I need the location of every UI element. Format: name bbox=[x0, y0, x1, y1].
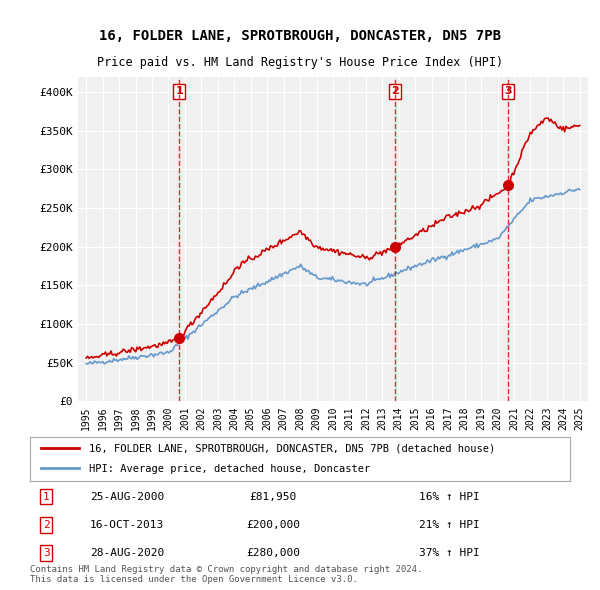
Text: 2: 2 bbox=[43, 520, 50, 530]
Text: 3: 3 bbox=[43, 548, 50, 558]
Text: 25-AUG-2000: 25-AUG-2000 bbox=[90, 491, 164, 502]
Text: Price paid vs. HM Land Registry's House Price Index (HPI): Price paid vs. HM Land Registry's House … bbox=[97, 56, 503, 69]
Text: £280,000: £280,000 bbox=[246, 548, 300, 558]
Text: 2: 2 bbox=[391, 86, 399, 96]
Text: 3: 3 bbox=[505, 86, 512, 96]
Text: 16, FOLDER LANE, SPROTBROUGH, DONCASTER, DN5 7PB: 16, FOLDER LANE, SPROTBROUGH, DONCASTER,… bbox=[99, 30, 501, 44]
Text: 1: 1 bbox=[175, 86, 183, 96]
Text: £200,000: £200,000 bbox=[246, 520, 300, 530]
Text: 1: 1 bbox=[43, 491, 50, 502]
Text: 16% ↑ HPI: 16% ↑ HPI bbox=[419, 491, 479, 502]
Text: 16-OCT-2013: 16-OCT-2013 bbox=[90, 520, 164, 530]
Text: 21% ↑ HPI: 21% ↑ HPI bbox=[419, 520, 479, 530]
Text: HPI: Average price, detached house, Doncaster: HPI: Average price, detached house, Donc… bbox=[89, 464, 371, 474]
Text: 16, FOLDER LANE, SPROTBROUGH, DONCASTER, DN5 7PB (detached house): 16, FOLDER LANE, SPROTBROUGH, DONCASTER,… bbox=[89, 444, 496, 454]
Text: £81,950: £81,950 bbox=[250, 491, 296, 502]
Text: 28-AUG-2020: 28-AUG-2020 bbox=[90, 548, 164, 558]
Text: 37% ↑ HPI: 37% ↑ HPI bbox=[419, 548, 479, 558]
Text: Contains HM Land Registry data © Crown copyright and database right 2024.
This d: Contains HM Land Registry data © Crown c… bbox=[30, 565, 422, 584]
